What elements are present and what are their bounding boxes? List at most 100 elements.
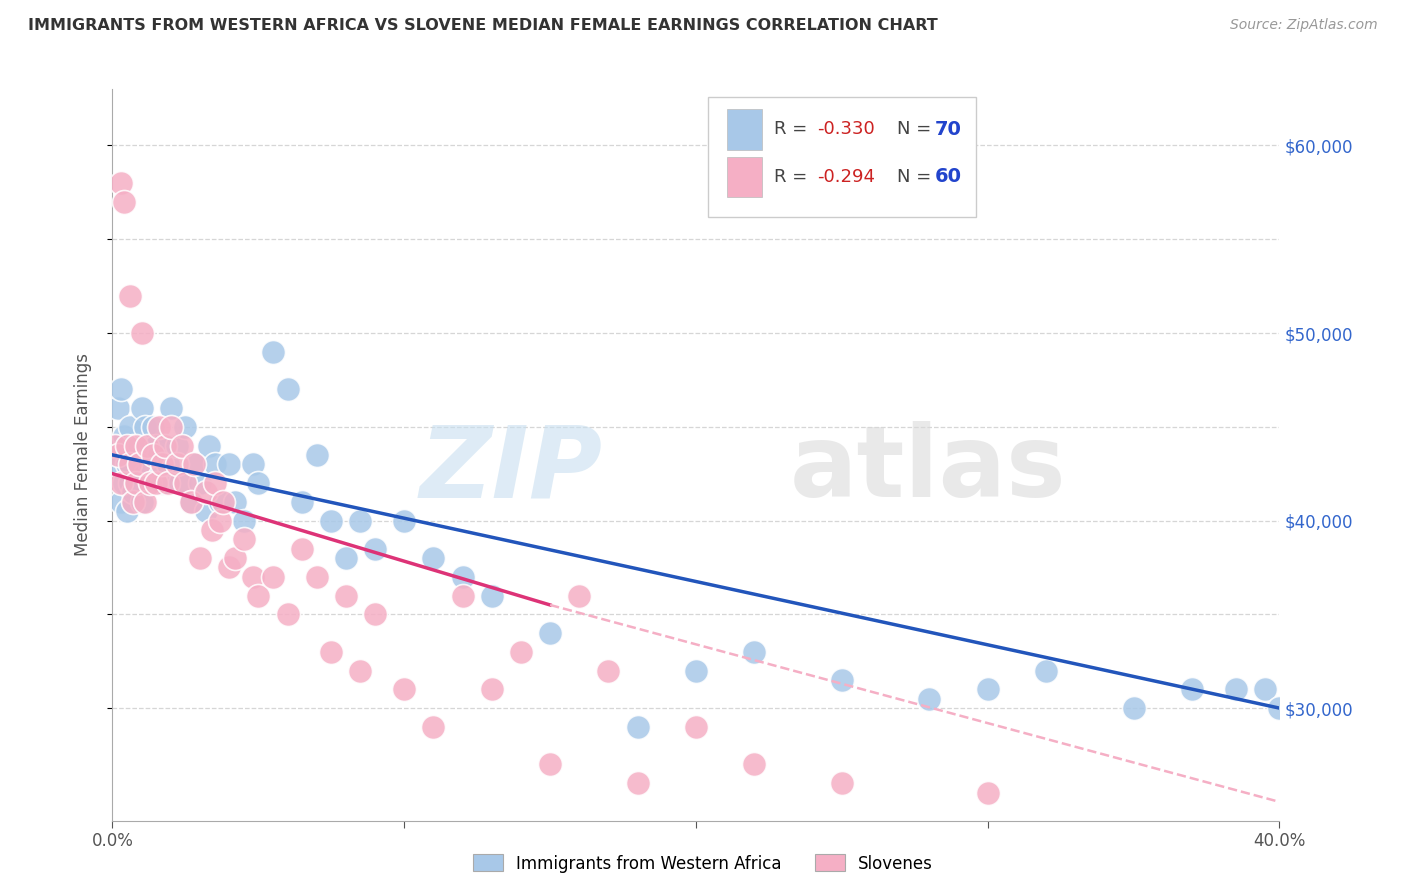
Point: [1225, 682, 1247, 697]
Point: [481, 589, 503, 603]
Point: [128, 458, 150, 472]
Point: [276, 382, 298, 396]
Point: [247, 589, 270, 603]
Point: [918, 691, 941, 706]
Point: [1181, 682, 1204, 697]
Point: [197, 438, 219, 452]
Text: -0.330: -0.330: [817, 120, 875, 138]
Point: [568, 589, 591, 603]
Point: [831, 673, 853, 687]
Point: [392, 514, 416, 528]
Text: IMMIGRANTS FROM WESTERN AFRICA VS SLOVENE MEDIAN FEMALE EARNINGS CORRELATION CHA: IMMIGRANTS FROM WESTERN AFRICA VS SLOVEN…: [28, 18, 938, 33]
Point: [153, 438, 176, 452]
Point: [166, 458, 188, 472]
Point: [134, 495, 156, 509]
FancyBboxPatch shape: [707, 96, 976, 218]
Point: [104, 438, 127, 452]
Point: [204, 476, 226, 491]
Text: atlas: atlas: [789, 421, 1066, 518]
Point: [156, 476, 179, 491]
Point: [364, 541, 387, 556]
Point: [598, 664, 620, 678]
Point: [247, 476, 270, 491]
Point: [172, 438, 194, 452]
Point: [122, 495, 145, 509]
Point: [115, 458, 138, 472]
Point: [145, 476, 167, 491]
Point: [145, 438, 167, 452]
Point: [131, 401, 153, 415]
Point: [212, 495, 235, 509]
Text: N =: N =: [897, 168, 936, 186]
Point: [128, 458, 150, 472]
Point: [831, 776, 853, 790]
Point: [125, 438, 148, 452]
Point: [122, 438, 145, 452]
Point: [118, 288, 141, 302]
Point: [218, 458, 240, 472]
Point: [136, 438, 159, 452]
Point: [115, 438, 138, 452]
Point: [976, 785, 998, 799]
Y-axis label: Median Female Earnings: Median Female Earnings: [73, 353, 91, 557]
Point: [112, 194, 135, 209]
Point: [166, 438, 188, 452]
Point: [194, 504, 217, 518]
Point: [321, 645, 343, 659]
Point: [183, 458, 205, 472]
Point: [107, 448, 129, 462]
Point: [128, 438, 150, 452]
Point: [1035, 664, 1057, 678]
Point: [224, 551, 246, 566]
Text: -0.294: -0.294: [817, 168, 876, 186]
Point: [174, 419, 197, 434]
Point: [125, 476, 148, 491]
Point: [125, 448, 148, 462]
Point: [242, 570, 264, 584]
Point: [1122, 701, 1144, 715]
Point: [148, 448, 170, 462]
Point: [134, 467, 156, 481]
Point: [160, 419, 183, 434]
Point: [112, 429, 135, 443]
Point: [153, 438, 176, 452]
Point: [150, 458, 173, 472]
Point: [160, 401, 183, 415]
Point: [509, 645, 531, 659]
Point: [742, 757, 765, 772]
Point: [742, 645, 765, 659]
Text: ZIP: ZIP: [419, 421, 603, 518]
Text: N =: N =: [897, 120, 936, 138]
Point: [110, 382, 132, 396]
Point: [349, 514, 371, 528]
Point: [136, 438, 159, 452]
Point: [451, 570, 474, 584]
Point: [1254, 682, 1277, 697]
Point: [188, 551, 211, 566]
Point: [422, 720, 444, 734]
Point: [118, 419, 141, 434]
Point: [142, 448, 165, 462]
Text: 60: 60: [935, 168, 962, 186]
Point: [110, 476, 132, 491]
Point: [451, 589, 474, 603]
Point: [242, 458, 264, 472]
Point: [139, 458, 162, 472]
Legend: Immigrants from Western Africa, Slovenes: Immigrants from Western Africa, Slovenes: [467, 847, 939, 880]
Point: [180, 495, 202, 509]
Point: [1268, 701, 1291, 715]
Point: [150, 476, 173, 491]
Point: [224, 495, 246, 509]
Point: [538, 757, 561, 772]
Point: [291, 495, 314, 509]
Bar: [727, 110, 762, 150]
Point: [139, 476, 162, 491]
Point: [392, 682, 416, 697]
Text: R =: R =: [775, 168, 813, 186]
Point: [134, 419, 156, 434]
Point: [262, 344, 284, 359]
Point: [142, 419, 165, 434]
Text: 70: 70: [935, 120, 962, 139]
Point: [148, 419, 170, 434]
Point: [538, 626, 561, 640]
